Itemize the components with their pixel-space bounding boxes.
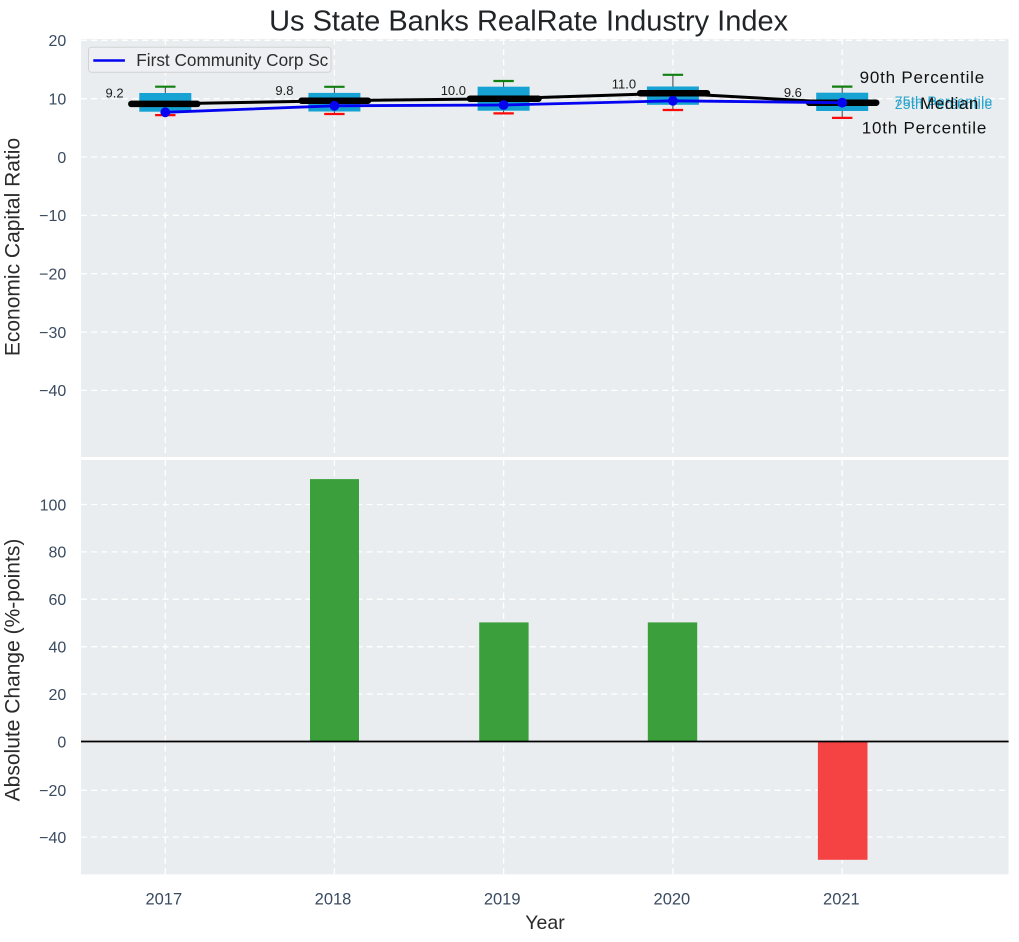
svg-text:10: 10 xyxy=(49,92,67,109)
svg-text:Median: Median xyxy=(920,94,979,113)
svg-text:9.2: 9.2 xyxy=(106,86,124,101)
svg-text:2018: 2018 xyxy=(315,891,352,909)
svg-text:Year: Year xyxy=(525,912,565,934)
svg-text:90th Percentile: 90th Percentile xyxy=(860,68,985,87)
svg-text:2020: 2020 xyxy=(654,891,691,909)
svg-text:−40: −40 xyxy=(39,383,66,400)
svg-text:20: 20 xyxy=(49,33,67,50)
svg-text:−40: −40 xyxy=(39,830,66,847)
svg-text:9.6: 9.6 xyxy=(784,85,802,100)
svg-text:75th Percentile: 75th Percentile xyxy=(895,93,993,109)
svg-text:10th Percentile: 10th Percentile xyxy=(862,119,987,138)
svg-text:2021: 2021 xyxy=(823,891,860,909)
svg-text:60: 60 xyxy=(49,592,67,609)
svg-text:−20: −20 xyxy=(39,783,66,800)
svg-text:0: 0 xyxy=(57,734,66,751)
svg-text:2019: 2019 xyxy=(484,891,521,909)
svg-text:−30: −30 xyxy=(39,325,66,342)
svg-text:11.0: 11.0 xyxy=(612,77,636,92)
svg-text:First Community Corp Sc: First Community Corp Sc xyxy=(136,50,328,70)
svg-text:80: 80 xyxy=(49,545,67,562)
svg-text:10.0: 10.0 xyxy=(441,83,466,98)
svg-text:−20: −20 xyxy=(39,267,66,284)
svg-text:Economic Capital Ratio: Economic Capital Ratio xyxy=(2,138,25,356)
svg-text:40: 40 xyxy=(49,640,67,657)
svg-text:20: 20 xyxy=(49,687,67,704)
svg-text:Us State Banks RealRate Indust: Us State Banks RealRate Industry Index xyxy=(269,6,789,38)
svg-text:−10: −10 xyxy=(39,208,66,225)
svg-text:0: 0 xyxy=(57,150,66,167)
svg-text:9.8: 9.8 xyxy=(275,83,293,98)
svg-text:Absolute Change (%-points): Absolute Change (%-points) xyxy=(2,539,25,802)
svg-text:25th Percentile: 25th Percentile xyxy=(895,96,993,112)
svg-text:2017: 2017 xyxy=(145,891,182,909)
svg-text:100: 100 xyxy=(40,497,67,514)
